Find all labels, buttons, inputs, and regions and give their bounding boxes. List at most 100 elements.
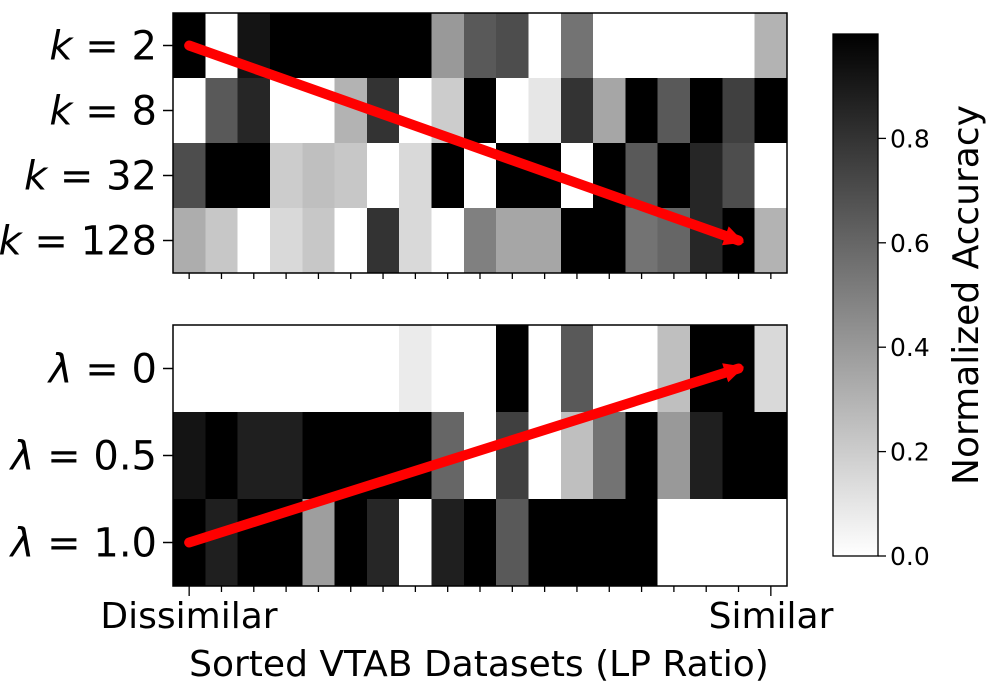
x-left-label: Dissimilar <box>100 596 277 637</box>
heatmap-bottom-panel: λ = 0 λ = 0.5 λ = 1.0 <box>9 324 788 587</box>
heatmap-cell-top-r3-c5 <box>334 208 368 274</box>
y-tick-label-bottom-1: λ = 0.5 <box>9 434 157 480</box>
heatmap-cell-bottom-r0-c12 <box>560 325 594 413</box>
heatmap-cell-top-r3-c4 <box>302 208 336 274</box>
heatmap-cell-bottom-r0-c9 <box>463 325 497 413</box>
heatmap-cell-top-r2-c17 <box>722 143 756 209</box>
heatmap-cell-bottom-r0-c13 <box>593 325 627 413</box>
heatmap-cell-bottom-r1-c17 <box>722 412 756 500</box>
heatmap-cell-bottom-r1-c10 <box>496 412 530 500</box>
heatmap-cell-top-r1-c9 <box>463 78 497 144</box>
heatmap-cell-top-r2-c1 <box>205 143 239 209</box>
heatmap-cell-top-r1-c2 <box>237 78 271 144</box>
heatmap-cell-top-r0-c13 <box>593 13 627 79</box>
heatmap-cell-bottom-r2-c6 <box>366 499 400 587</box>
heatmap-cell-top-r0-c4 <box>302 13 336 79</box>
heatmap-cell-bottom-r1-c4 <box>302 412 336 500</box>
heatmap-cell-top-r3-c2 <box>237 208 271 274</box>
heatmap-cell-top-r1-c10 <box>496 78 530 144</box>
heatmap-cell-top-r0-c1 <box>205 13 239 79</box>
x-axis-title: Sorted VTAB Datasets (LP Ratio) <box>189 644 769 685</box>
heatmap-cell-bottom-r0-c1 <box>205 325 239 413</box>
x-right-label: Similar <box>709 596 834 637</box>
heatmap-cell-top-r3-c14 <box>625 208 659 274</box>
heatmap-cell-top-r3-c10 <box>496 208 530 274</box>
colorbar-tick-label-1: 0.2 <box>890 438 930 467</box>
heatmap-cell-top-r0-c5 <box>334 13 368 79</box>
heatmap-cell-top-r1-c13 <box>593 78 627 144</box>
heatmap-cell-bottom-r2-c7 <box>399 499 433 587</box>
heatmap-cell-top-r2-c8 <box>431 143 465 209</box>
heatmap-cell-top-r0-c18 <box>754 13 788 79</box>
heatmap-cell-bottom-r1-c18 <box>754 412 788 500</box>
heatmap-cell-top-r1-c1 <box>205 78 239 144</box>
heatmap-cell-bottom-r0-c16 <box>690 325 723 413</box>
heatmap-cell-bottom-r1-c15 <box>657 412 691 500</box>
heatmap-cell-bottom-r2-c5 <box>334 499 368 587</box>
trend-line-bottom <box>184 363 744 548</box>
heatmap-cell-bottom-r0-c5 <box>334 325 368 413</box>
heatmap-cell-bottom-r1-c3 <box>269 412 303 500</box>
heatmap-cell-top-r2-c3 <box>269 143 303 209</box>
heatmap-cell-top-r2-c4 <box>302 143 336 209</box>
heatmap-cell-bottom-r1-c2 <box>237 412 271 500</box>
heatmap-cell-bottom-r2-c9 <box>463 499 497 587</box>
heatmap-cell-bottom-r0-c2 <box>237 325 271 413</box>
y-tick-label-top-0: k = 2 <box>49 24 157 70</box>
heatmap-cell-top-r2-c7 <box>399 143 433 209</box>
heatmap-cell-top-r0-c7 <box>399 13 433 79</box>
heatmap-cell-bottom-r0-c8 <box>431 325 465 413</box>
heatmap-cell-bottom-r2-c8 <box>431 499 465 587</box>
colorbar: 0.0 0.2 0.4 0.6 0.8 <box>832 33 930 571</box>
heatmap-cell-top-r3-c9 <box>463 208 497 274</box>
heatmap-cell-top-r3-c7 <box>399 208 433 274</box>
colorbar-gradient <box>832 33 879 557</box>
heatmap-top-panel: k = 2 k = 8 k = 32 k = 128 <box>0 12 788 274</box>
heatmap-cell-top-r0-c14 <box>625 13 659 79</box>
colorbar-label: Normalized Accuracy <box>946 105 987 485</box>
heatmap-cell-top-r1-c15 <box>657 78 691 144</box>
heatmap-cell-bottom-r1-c7 <box>399 412 433 500</box>
heatmap-cell-top-r0-c3 <box>269 13 303 79</box>
heatmap-cell-top-r3-c11 <box>528 208 562 274</box>
heatmap-cell-bottom-r1-c14 <box>625 412 659 500</box>
heatmap-cell-top-r3-c3 <box>269 208 303 274</box>
heatmap-cell-top-r0-c6 <box>366 13 400 79</box>
heatmap-cell-bottom-r0-c3 <box>269 325 303 413</box>
heatmap-cell-bottom-r2-c18 <box>754 499 788 587</box>
heatmap-cell-bottom-r1-c0 <box>173 412 206 500</box>
heatmap-cell-top-r2-c6 <box>366 143 400 209</box>
heatmap-cell-bottom-r0-c7 <box>399 325 433 413</box>
y-tick-label-bottom-0: λ = 0 <box>47 347 157 393</box>
heatmap-cell-bottom-r0-c4 <box>302 325 336 413</box>
heatmap-cell-bottom-r2-c12 <box>560 499 594 587</box>
heatmap-cell-top-r2-c15 <box>657 143 691 209</box>
heatmap-cell-bottom-r2-c2 <box>237 499 271 587</box>
trend-line-top <box>184 40 744 246</box>
colorbar-tick-label-2: 0.4 <box>890 333 930 362</box>
heatmap-cell-top-r0-c16 <box>690 13 723 79</box>
trend-arrowhead-bottom <box>722 363 745 383</box>
heatmap-cell-top-r3-c1 <box>205 208 239 274</box>
heatmap-cell-top-r2-c5 <box>334 143 368 209</box>
x-axis <box>188 273 772 596</box>
heatmap-cell-top-r1-c16 <box>690 78 723 144</box>
heatmap-cell-top-r1-c14 <box>625 78 659 144</box>
heatmap-cell-bottom-r1-c13 <box>593 412 627 500</box>
heatmap-cell-bottom-r2-c17 <box>722 499 756 587</box>
heatmap-cell-top-r1-c17 <box>722 78 756 144</box>
heatmap-cell-top-r0-c17 <box>722 13 756 79</box>
heatmap-cell-top-r1-c12 <box>560 78 594 144</box>
y-tick-label-top-1: k = 8 <box>49 89 157 135</box>
heatmap-cell-top-r1-c0 <box>173 78 206 144</box>
heatmap-cell-top-r3-c0 <box>173 208 206 274</box>
heatmap-cell-top-r1-c18 <box>754 78 788 144</box>
heatmap-cell-top-r0-c8 <box>431 13 465 79</box>
y-tick-label-top-2: k = 32 <box>24 154 157 200</box>
heatmap-cell-top-r3-c8 <box>431 208 465 274</box>
heatmap-cell-top-r3-c18 <box>754 208 788 274</box>
heatmap-cell-bottom-r2-c14 <box>625 499 659 587</box>
heatmap-cell-bottom-r0-c0 <box>173 325 206 413</box>
heatmap-cell-top-r3-c13 <box>593 208 627 274</box>
